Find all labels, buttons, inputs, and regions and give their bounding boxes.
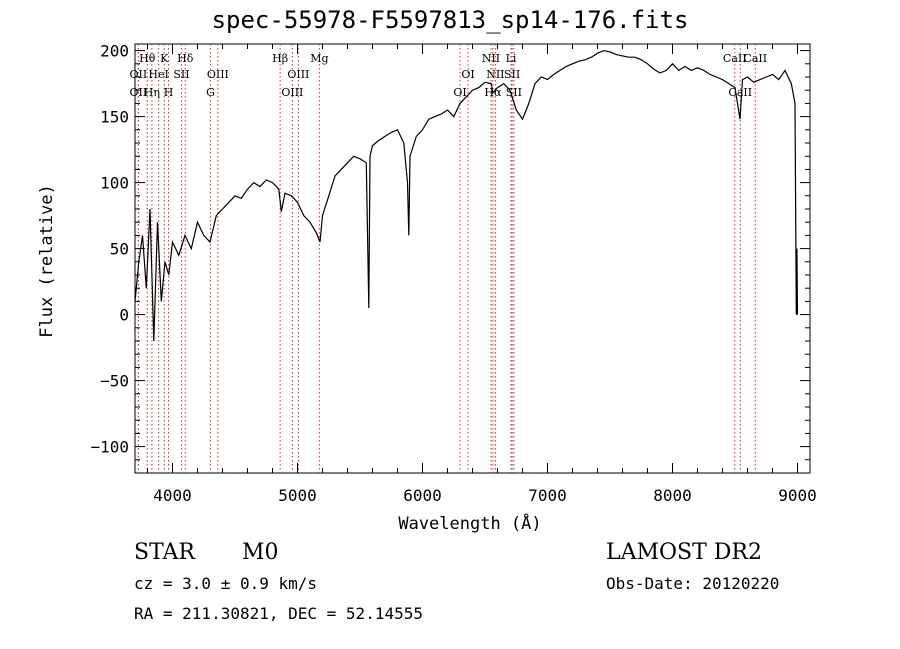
line-label-hβ: Hβ (272, 52, 288, 65)
y-tick-label: −50 (100, 372, 129, 391)
y-tick-label: 50 (110, 240, 129, 259)
y-axis: −100 −50 0 50 100 150 200 (90, 42, 810, 461)
plot-border (134, 43, 811, 474)
x-tick-label: 4000 (153, 486, 192, 505)
y-tick-label: 200 (100, 42, 129, 61)
observation-date: Obs-Date: 20120220 (606, 574, 780, 593)
line-label-k: K (160, 52, 169, 65)
line-label-oiii: OIII (207, 68, 229, 81)
line-label-caii: CaII (743, 52, 767, 65)
line-label-hη: Hη (144, 86, 160, 99)
x-axis-label: Wavelength (Å) (398, 512, 541, 534)
line-label-oiii: OIII (287, 68, 309, 81)
line-label-nii: NII (486, 68, 504, 81)
line-label-g: G (206, 86, 215, 99)
line-label-hδ: Hδ (177, 52, 194, 65)
line-label-caii: CaII (723, 52, 747, 65)
spectrum-series (134, 49, 799, 342)
spectral-line-labels: HθHηOIIOIIHeIKHHδSIIGOIIIHβOIIIOIIIMgOIO… (130, 52, 768, 99)
x-tick-label: 5000 (278, 486, 317, 505)
plot-frame (134, 43, 811, 474)
line-label-oii: OII (130, 68, 148, 81)
x-tick-label: 7000 (528, 486, 567, 505)
y-tick-label: 100 (100, 174, 129, 193)
object-subclass: M0 (242, 540, 279, 565)
x-tick-label: 6000 (403, 486, 442, 505)
line-label-li: Li (506, 52, 517, 65)
line-label-oi: OI (453, 86, 466, 99)
x-axis: 4000 5000 6000 7000 8000 9000 (147, 44, 817, 505)
line-label-oii: OII (130, 86, 148, 99)
survey-name: LAMOST DR2 (606, 540, 762, 565)
spectral-line-markers (137, 44, 756, 473)
line-label-mg: Mg (310, 52, 328, 65)
coordinates: RA = 211.30821, DEC = 52.14555 (134, 604, 423, 623)
x-tick-label: 9000 (778, 486, 817, 505)
line-label-hθ: Hθ (139, 52, 156, 65)
line-label-caii: CaII (728, 86, 752, 99)
line-label-h: H (164, 86, 174, 99)
object-type: STAR (134, 540, 195, 565)
y-tick-label: 0 (119, 306, 129, 325)
y-tick-label: 150 (100, 108, 129, 127)
line-label-oiii: OIII (281, 86, 303, 99)
redshift-cz: cz = 3.0 ± 0.9 km/s (134, 574, 318, 593)
line-label-nii: NII (482, 52, 500, 65)
y-axis-label: Flux (relative) (37, 184, 57, 338)
line-label-sii: SII (173, 68, 189, 81)
y-tick-label: −100 (90, 438, 129, 457)
chart-title: spec-55978-F5597813_sp14-176.fits (211, 6, 689, 34)
line-label-oi: OI (461, 68, 474, 81)
x-tick-label: 8000 (653, 486, 692, 505)
line-label-sii: SII (504, 68, 520, 81)
line-label-hei: HeI (148, 68, 168, 81)
spectrum-line (134, 49, 799, 342)
